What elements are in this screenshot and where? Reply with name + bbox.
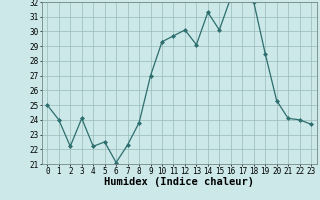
X-axis label: Humidex (Indice chaleur): Humidex (Indice chaleur) — [104, 177, 254, 187]
